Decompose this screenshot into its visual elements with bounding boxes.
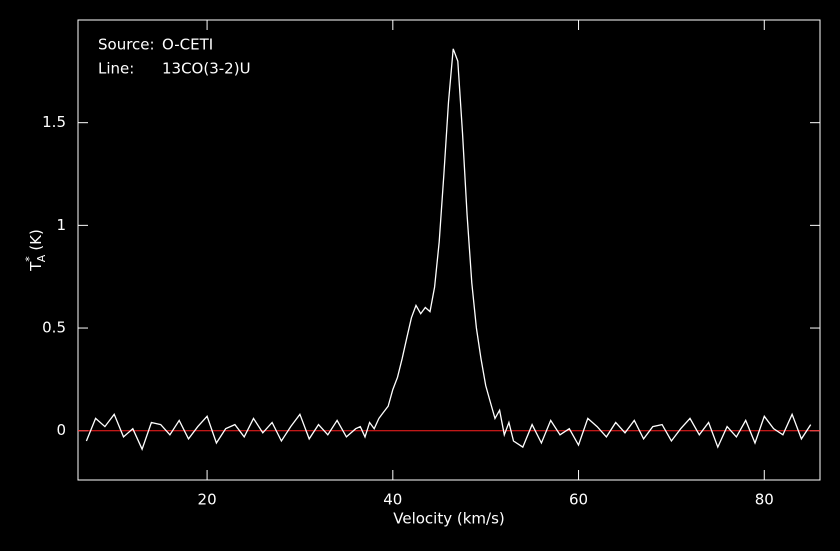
plot-frame bbox=[77, 19, 821, 481]
y-tick-label: 0.5 bbox=[42, 319, 66, 337]
y-tick-label: 0 bbox=[56, 421, 66, 439]
y-label-sub: A bbox=[35, 254, 48, 262]
x-tick-label: 20 bbox=[198, 491, 217, 509]
annotation-label: Line: bbox=[98, 60, 134, 78]
y-label-sup: * bbox=[23, 256, 36, 262]
x-axis-label: Velocity (km/s) bbox=[393, 510, 504, 528]
x-tick-label: 60 bbox=[569, 491, 588, 509]
x-tick-label: 40 bbox=[383, 491, 402, 509]
y-tick-label: 1 bbox=[56, 216, 66, 234]
annotation-text: O-CETI bbox=[162, 36, 213, 54]
spectrum-line bbox=[85, 48, 812, 451]
y-tick-label: 1.5 bbox=[42, 113, 66, 131]
annotation-label: Source: bbox=[98, 36, 155, 54]
annotation-text: 13CO(3-2)U bbox=[162, 60, 251, 78]
y-label-unit: (K) bbox=[27, 229, 45, 251]
y-label-symbol: T bbox=[27, 261, 45, 272]
y-axis-label: T*A (K) bbox=[23, 229, 48, 272]
x-tick-label: 80 bbox=[755, 491, 774, 509]
